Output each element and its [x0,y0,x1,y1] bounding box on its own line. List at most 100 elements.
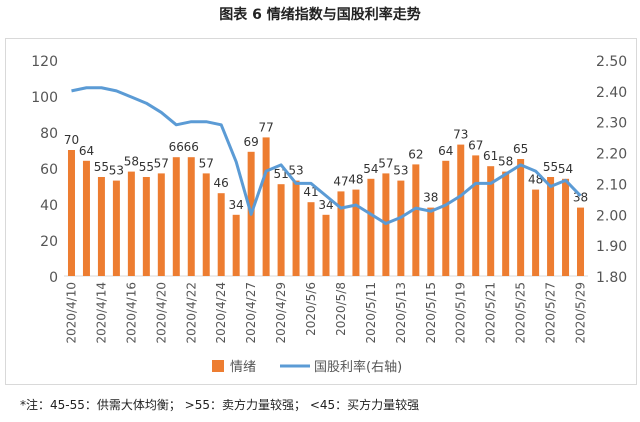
bar [127,171,135,276]
left-tick-label: 20 [40,234,58,250]
bar-data-label: 66 [169,140,184,154]
bar-data-label: 55 [139,160,154,174]
bar [547,177,555,276]
bar [82,160,90,276]
bar [487,166,495,276]
bar-data-label: 34 [318,198,333,212]
right-tick-label: 2.10 [596,177,627,193]
bar [262,137,270,276]
bar [322,214,330,276]
bar-data-label: 54 [558,162,573,176]
bar-data-label: 57 [378,156,393,170]
x-tick-label: 2020/5/15 [424,282,438,344]
bar [397,180,405,276]
rate-line [71,86,582,226]
x-tick-label: 2020/4/14 [94,282,108,344]
right-tick-label: 1.90 [596,239,627,255]
bar-data-label: 64 [79,144,94,158]
bar-data-label: 67 [468,138,483,152]
left-tick-label: 40 [40,198,58,214]
left-tick-label: 100 [31,90,58,106]
bar [307,202,315,276]
x-tick-label: 2020/4/24 [214,282,228,344]
bar [112,180,120,276]
legend-bar-label: 情绪 [230,360,256,375]
bar-data-label: 54 [363,162,378,176]
bar-data-label: 57 [199,156,214,170]
left-tick-label: 60 [40,162,58,178]
x-tick-label: 2020/5/11 [364,282,378,344]
bar [157,173,165,276]
bar-data-label: 62 [408,147,423,161]
bar-data-label: 66 [184,140,199,154]
left-tick-label: 80 [40,126,58,142]
right-tick-label: 2.00 [596,208,627,224]
bar-data-label: 69 [244,135,259,149]
bar [472,155,480,276]
bar-data-label: 55 [543,160,558,174]
right-tick-label: 2.40 [596,85,627,101]
x-tick-label: 2020/5/8 [334,282,348,336]
chart-frame [5,38,637,385]
bar [412,164,420,276]
x-tick-label: 2020/5/25 [514,282,528,344]
bar-data-label: 41 [303,185,318,199]
bar-data-label: 46 [214,176,229,190]
x-tick-label: 2020/4/16 [124,282,138,344]
bar-data-label: 58 [498,155,513,169]
bar [292,180,300,276]
left-tick-label: 0 [49,270,58,286]
bar-data-label: 48 [348,173,363,187]
right-tick-label: 2.50 [596,54,627,70]
bar-data-label: 61 [483,149,498,163]
bar [277,184,285,276]
bar-data-label: 77 [258,120,273,134]
bar-data-label: 65 [513,142,528,156]
bar [142,177,150,276]
bar [427,207,435,276]
x-tick-label: 2020/5/27 [544,282,558,344]
footnote: *注：45-55：供需大体均衡； >55：卖方力量较强； <45：买方力量较强 [20,398,420,412]
bar-data-label: 70 [64,133,79,147]
bar-data-label: 34 [229,198,244,212]
bar [457,144,465,276]
bar [562,178,570,276]
bar [337,191,345,276]
bar [187,157,195,276]
bar-data-label: 73 [453,128,468,142]
x-tick-label: 2020/5/29 [574,282,588,344]
bar [232,214,240,276]
x-tick-label: 2020/5/6 [304,282,318,336]
bar [352,189,360,276]
bar-data-label: 57 [154,156,169,170]
x-tick-label: 2020/5/21 [484,282,498,344]
bar [367,178,375,276]
bar [97,177,105,276]
bar-data-label: 53 [393,164,408,178]
x-tick-label: 2020/4/29 [274,282,288,344]
bar-data-label: 38 [573,191,588,205]
bar-data-label: 58 [124,155,139,169]
bar [202,173,210,276]
bar-data-label: 38 [423,191,438,205]
bar-data-label: 55 [94,160,109,174]
chart-title: 图表 6 情绪指数与国股利率走势 [219,7,421,23]
bar [67,150,75,276]
right-tick-label: 2.30 [596,116,627,132]
bar [502,171,510,276]
x-tick-label: 2020/4/27 [244,282,258,344]
bar-data-label: 53 [109,164,124,178]
bar [532,189,540,276]
x-tick-label: 2020/5/13 [394,282,408,344]
legend-bar-swatch [212,360,224,372]
bar [577,207,585,276]
x-tick-label: 2020/5/19 [454,282,468,344]
x-tick-label: 2020/4/22 [184,282,198,344]
left-tick-label: 120 [31,54,58,70]
right-tick-label: 2.20 [596,147,627,163]
legend-line-label: 国股利率(右轴) [314,359,402,375]
bar [517,159,525,276]
x-tick-label: 2020/4/10 [64,282,78,344]
